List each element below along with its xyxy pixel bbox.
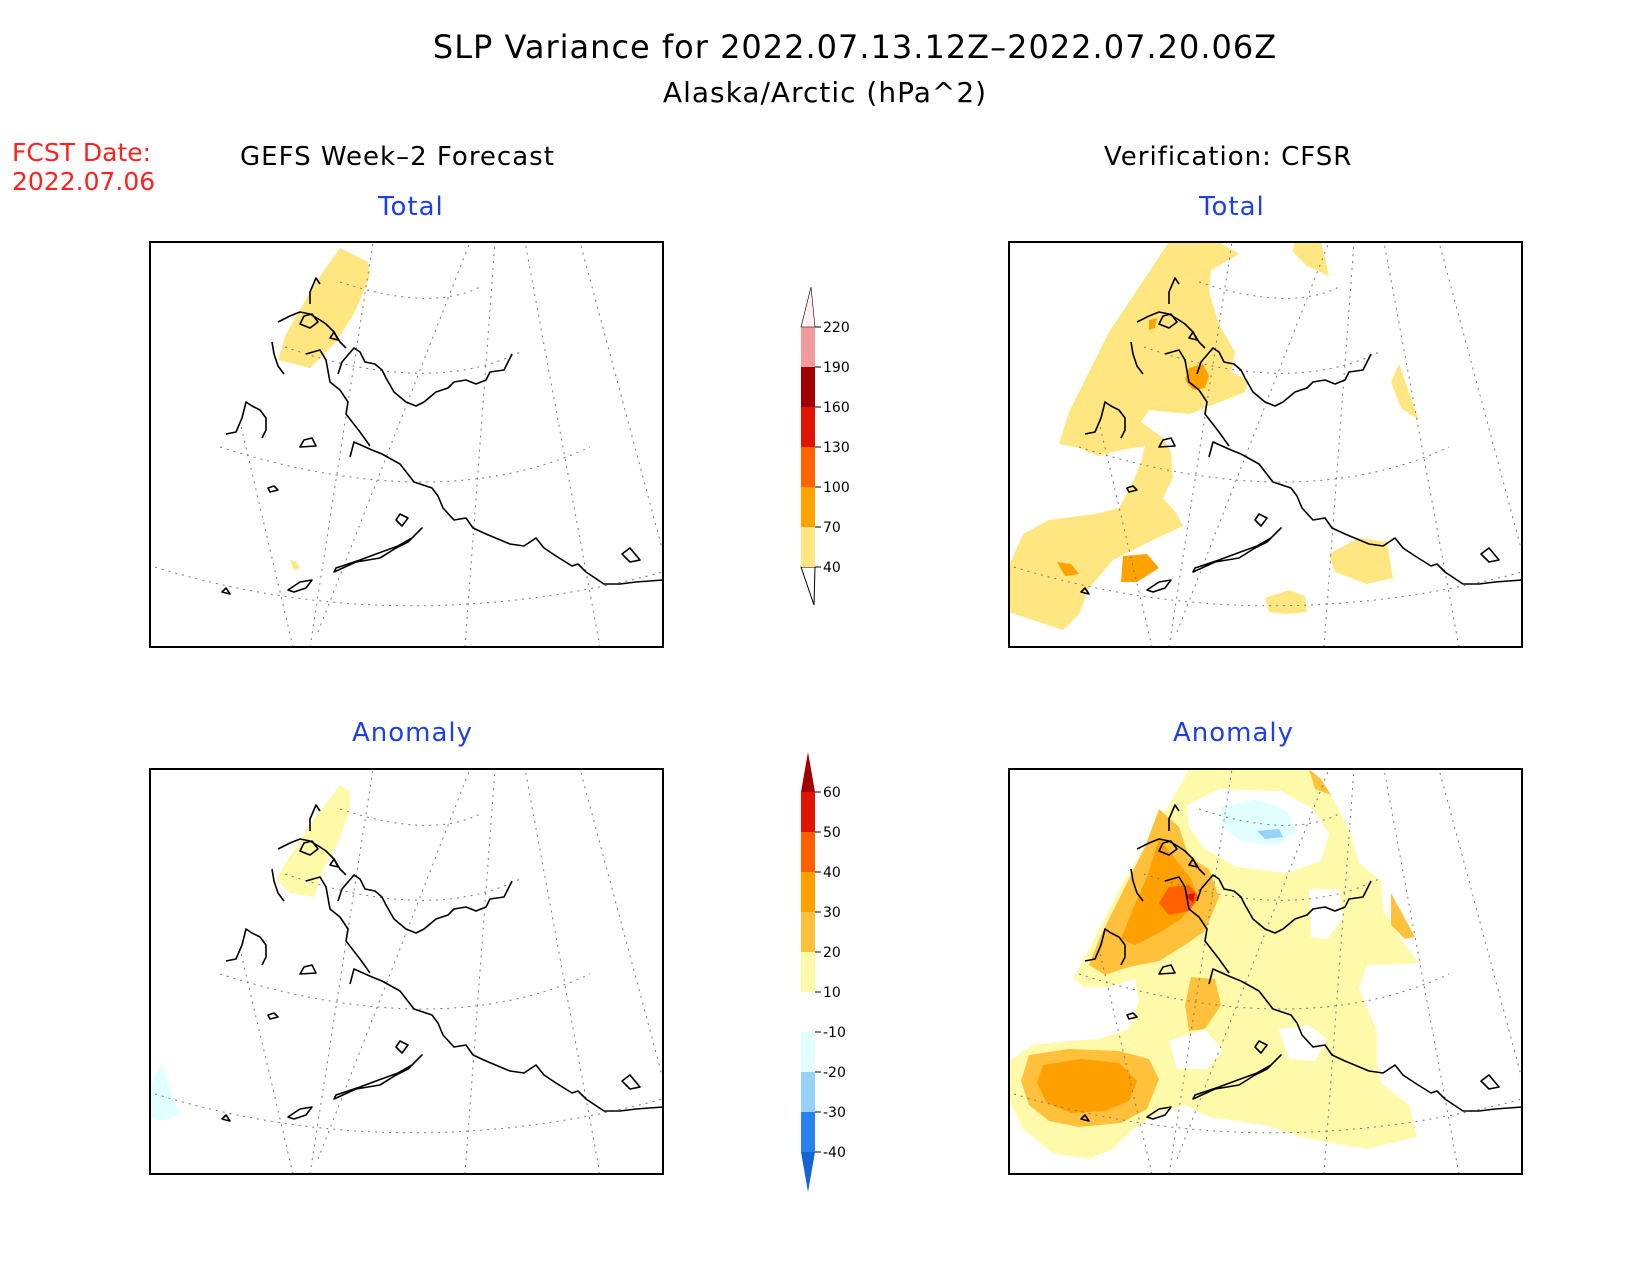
- colorbar-total-tick-label: 70: [823, 520, 841, 536]
- panel-title-verification-anomaly: Anomaly: [1173, 718, 1295, 748]
- colorbar-total-tick-label: 100: [823, 480, 850, 496]
- colorbar-total-tick-label: 190: [823, 360, 850, 376]
- colorbar-anomaly: -40 -30 -20 -10 10 20 30 40 50 60: [801, 752, 846, 1192]
- colorbar-anomaly-box: [801, 832, 815, 872]
- colorbar-anomaly-box: [801, 1072, 815, 1112]
- colorbar-anomaly-tick-label: 60: [823, 785, 841, 801]
- colorbar-anomaly-tick-label: -40: [823, 1145, 846, 1161]
- colorbar-total-box: [801, 447, 815, 487]
- plot-subtitle: Alaska/Arctic (hPa^2): [662, 76, 988, 109]
- colorbar-total-tick-label: 220: [823, 320, 850, 336]
- colorbar-anomaly-tick-label: 50: [823, 825, 841, 841]
- colorbar-anomaly-box: [801, 992, 815, 1032]
- colorbar-total-box: [801, 327, 815, 367]
- fcst-date-value: 2022.07.06: [12, 167, 156, 196]
- colorbar-anomaly-tick-label: -20: [823, 1065, 846, 1081]
- panel-title-verification-total: Total: [1199, 192, 1265, 222]
- colorbar-total-tick-label: 130: [823, 440, 850, 456]
- colorbar-total-box: [801, 407, 815, 447]
- colorbar-anomaly-tick-label: 10: [823, 985, 841, 1001]
- colorbar-anomaly-box: [801, 1112, 815, 1152]
- colorbar-anomaly-box: [801, 872, 815, 912]
- colorbar-anomaly-tick-label: 40: [823, 865, 841, 881]
- map-verification-anomaly: [1008, 768, 1523, 1175]
- panel-title-forecast-total: Total: [378, 192, 444, 222]
- colorbar-anomaly-tick-label: -10: [823, 1025, 846, 1041]
- colorbar-anomaly-upper-tip: [801, 752, 815, 792]
- colorbar-total-box: [801, 487, 815, 527]
- colorbar-anomaly-lower-tip: [801, 1152, 815, 1192]
- colorbar-total-upper-tip: [800, 286, 816, 328]
- panel-title-forecast-anomaly: Anomaly: [352, 718, 474, 748]
- colorbar-total-tick-label: 160: [823, 400, 850, 416]
- map-forecast-total: [149, 241, 664, 648]
- map-forecast-anomaly: [149, 768, 664, 1175]
- colorbar-total-tick-label: 40: [823, 560, 841, 576]
- column-title-forecast: GEFS Week–2 Forecast: [240, 142, 555, 172]
- colorbar-anomaly-box: [801, 952, 815, 992]
- colorbar-anomaly-box: [801, 1032, 815, 1072]
- colorbar-total-lower-tip: [800, 566, 816, 606]
- colorbar-anomaly-tick-label: 20: [823, 945, 841, 961]
- map-verification-total: [1008, 241, 1523, 648]
- colorbar-total: 40 70 100 130 160 190 220: [800, 286, 850, 606]
- colorbar-total-box: [801, 527, 815, 567]
- colorbar-anomaly-box: [801, 792, 815, 832]
- colorbar-anomaly-tick-label: -30: [823, 1105, 846, 1121]
- fcst-date-label: FCST Date:: [12, 138, 152, 167]
- column-title-verification: Verification: CFSR: [1104, 142, 1353, 172]
- colorbar-anomaly-box: [801, 912, 815, 952]
- colorbar-anomaly-tick-label: 30: [823, 905, 841, 921]
- colorbar-total-box: [801, 367, 815, 407]
- plot-title: SLP Variance for 2022.07.13.12Z–2022.07.…: [432, 28, 1278, 66]
